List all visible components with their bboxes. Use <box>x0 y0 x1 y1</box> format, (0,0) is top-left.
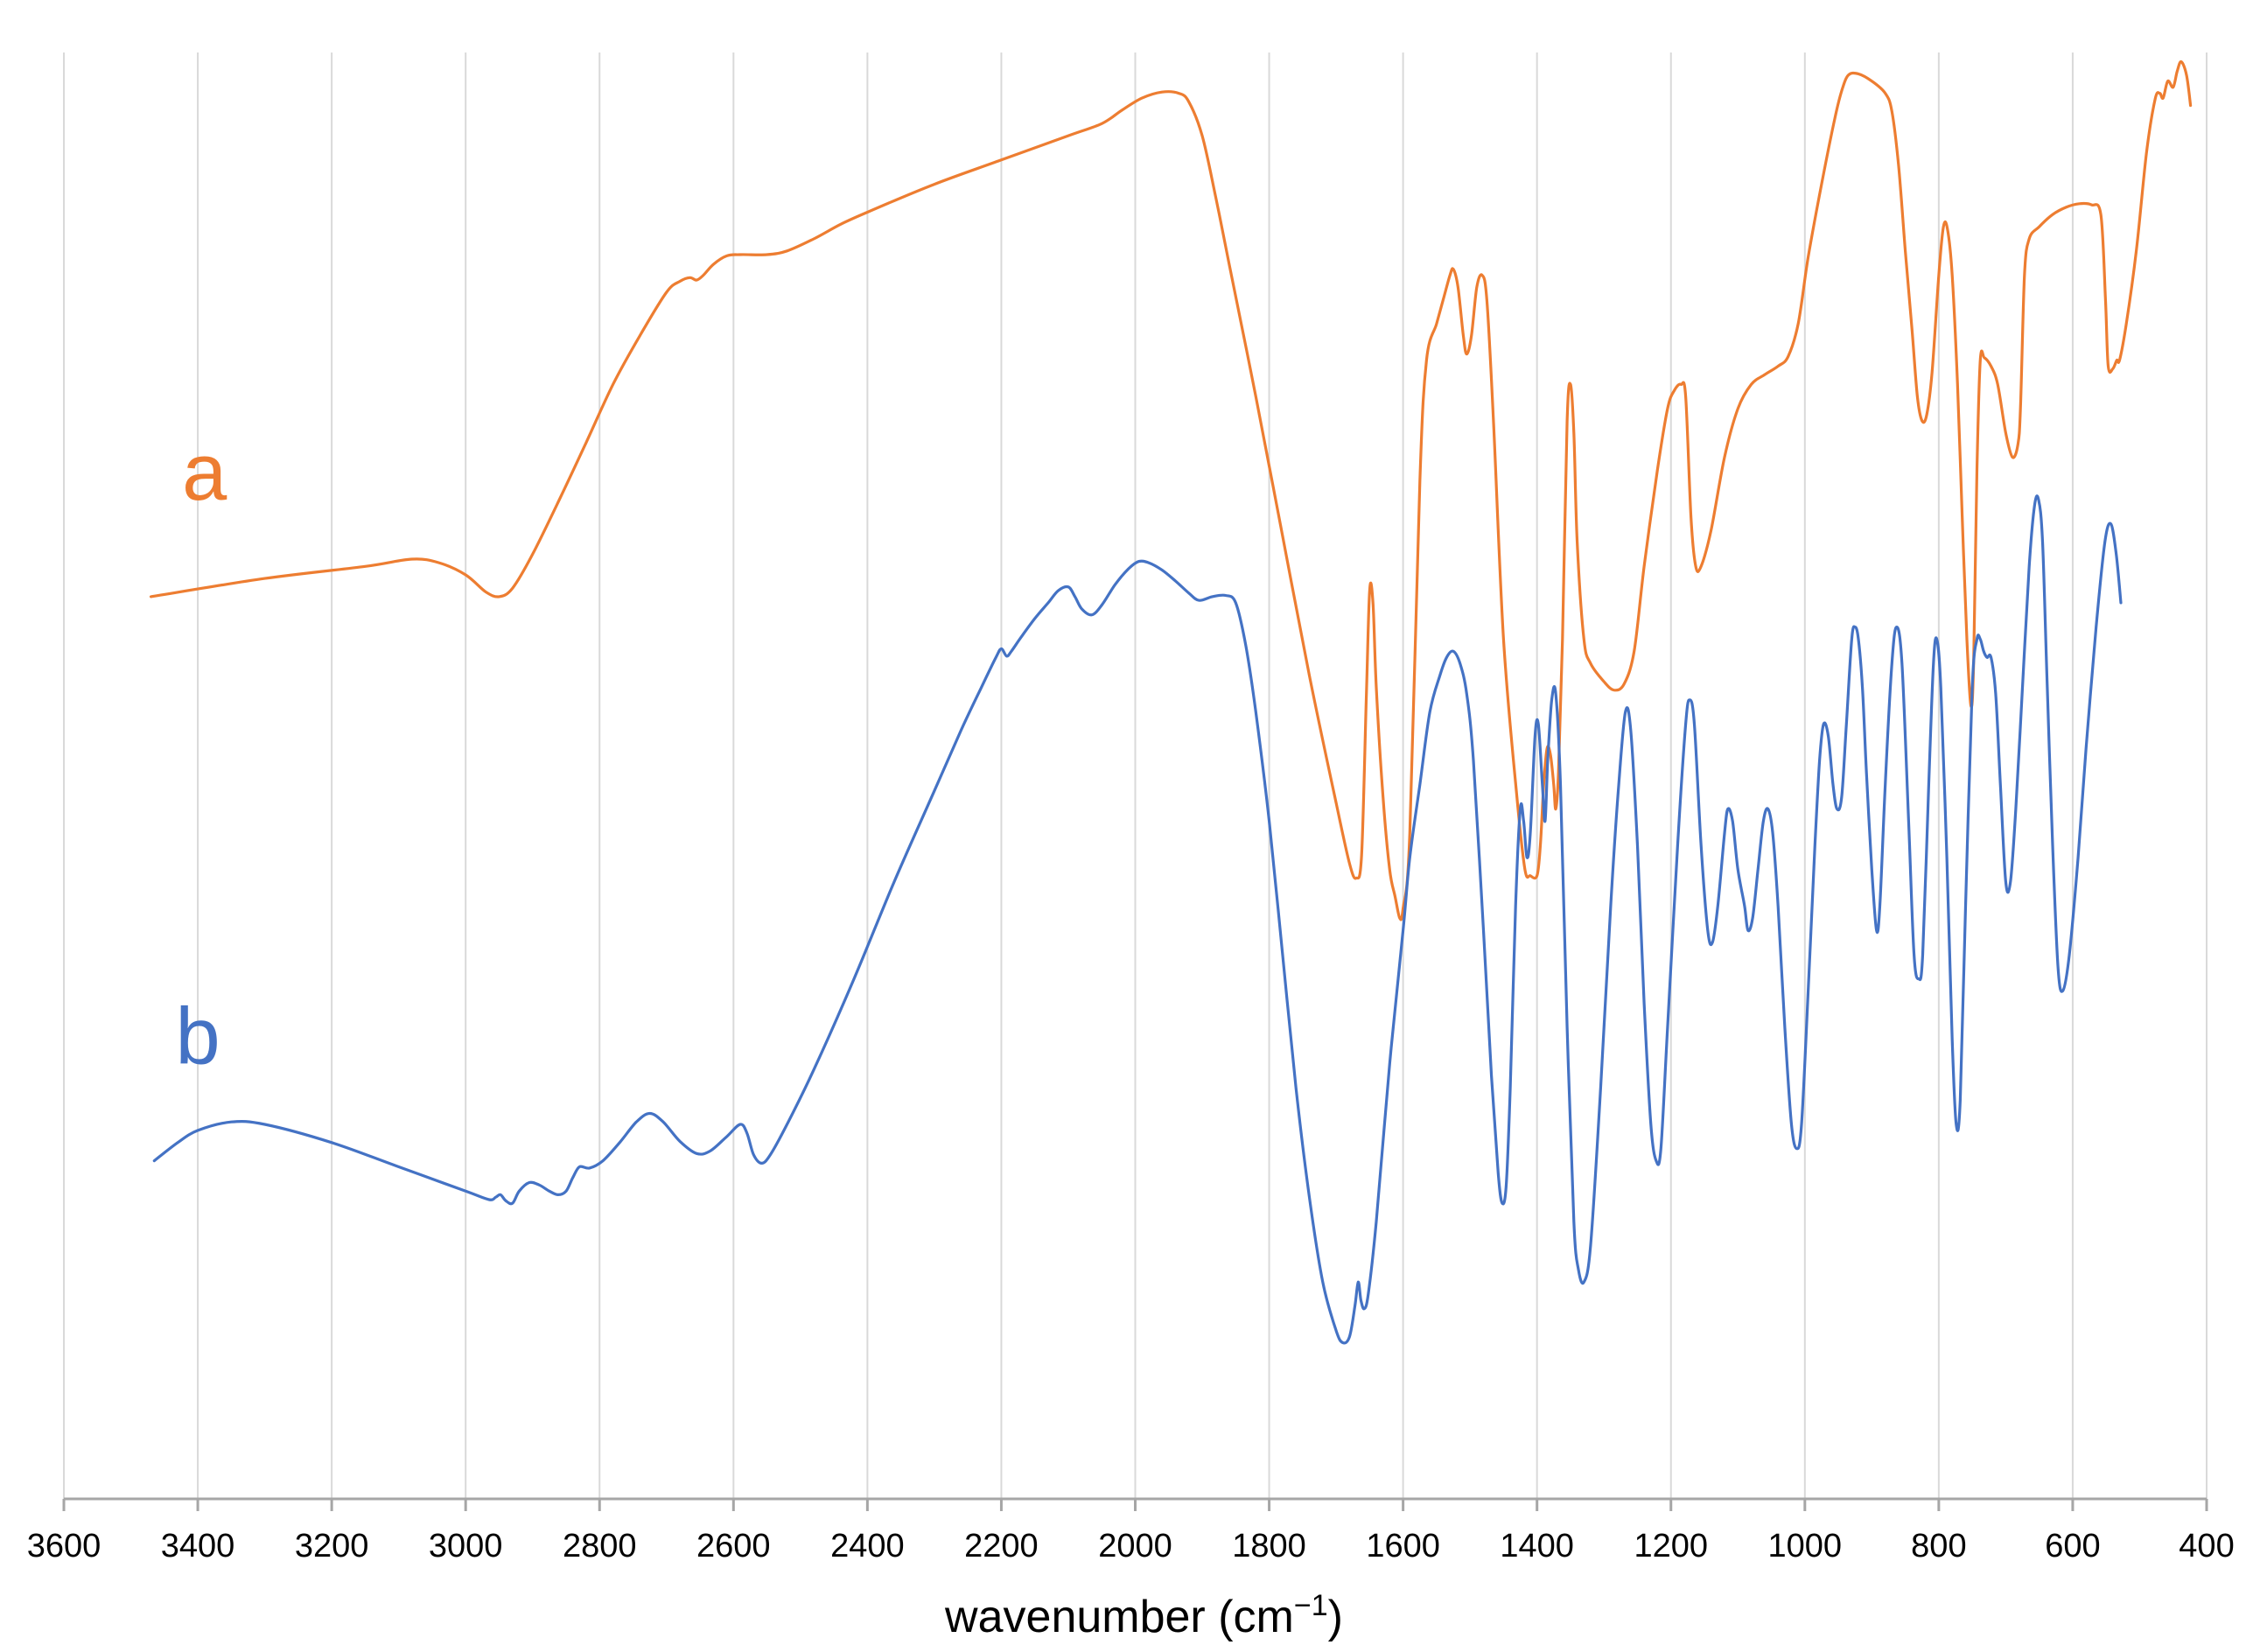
series-label-a: a <box>182 428 227 517</box>
tick-label-2800: 2800 <box>563 1528 637 1564</box>
tick-label-1400: 1400 <box>1500 1528 1574 1564</box>
vertical-gridlines <box>63 52 2208 1499</box>
tick-label-3400: 3400 <box>161 1528 235 1564</box>
series-labels: ab <box>175 428 227 1082</box>
tick-label-1200: 1200 <box>1634 1528 1708 1564</box>
tick-label-3000: 3000 <box>429 1528 503 1564</box>
x-axis-ticks: 3600 3400 3200 3000 2800 2600 2400 2200 2000 1800… <box>27 1499 2235 1564</box>
x-axis-title-text: wavenumber (cm <box>944 1592 1294 1642</box>
series-line-a <box>149 60 2193 921</box>
x-axis-title-superscript: −1 <box>1294 1589 1328 1622</box>
tick-label-1000: 1000 <box>1768 1528 1843 1564</box>
series-line-b <box>152 494 2123 1345</box>
x-axis-title-close: ) <box>1328 1592 1343 1642</box>
series-label-b: b <box>175 992 220 1082</box>
tick-label-400: 400 <box>2179 1528 2234 1564</box>
x-axis-title: wavenumber (cm−1) <box>944 1589 1343 1642</box>
tick-label-3600: 3600 <box>27 1528 101 1564</box>
spectra <box>149 60 2193 1345</box>
tick-label-1800: 1800 <box>1232 1528 1306 1564</box>
tick-label-1600: 1600 <box>1366 1528 1440 1564</box>
tick-label-2000: 2000 <box>1098 1528 1172 1564</box>
tick-label-800: 800 <box>1911 1528 1966 1564</box>
tick-label-600: 600 <box>2045 1528 2100 1564</box>
tick-label-2400: 2400 <box>830 1528 905 1564</box>
tick-label-3200: 3200 <box>295 1528 369 1564</box>
tick-label-2600: 2600 <box>696 1528 771 1564</box>
tick-label-2200: 2200 <box>964 1528 1039 1564</box>
